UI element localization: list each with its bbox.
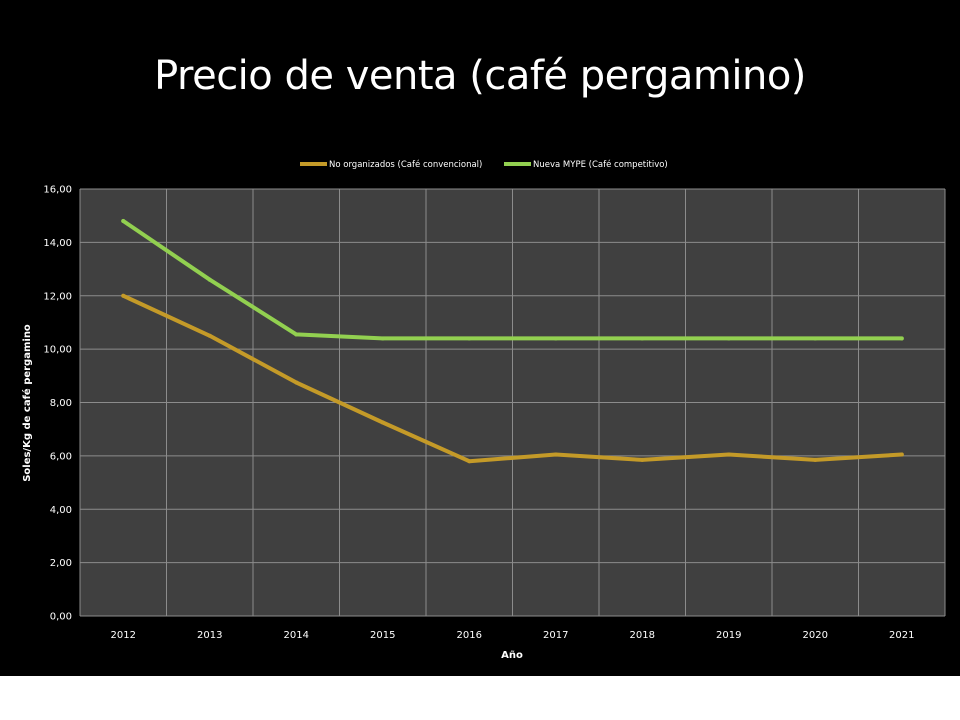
- y-tick-label: 4,00: [50, 505, 72, 516]
- y-axis-title: Soles/Kg de café pergamino: [21, 324, 33, 482]
- data-point: [899, 452, 904, 457]
- x-tick-label: 2017: [543, 630, 568, 641]
- data-point: [726, 452, 731, 457]
- x-tick-labels: 2012 2013 2014 2015 2016 2017 2018 2019 2020 2021: [111, 630, 915, 641]
- y-tick-label: 6,00: [50, 451, 72, 462]
- data-point: [553, 336, 558, 341]
- series-lines: [121, 219, 904, 464]
- data-point: [640, 336, 645, 341]
- legend: No organizados (Café convencional) Nueva…: [300, 159, 668, 170]
- x-axis-title: Año: [501, 650, 523, 661]
- series-line-1: [121, 293, 904, 464]
- y-tick-labels: 0,00 2,00 4,00 6,00 8,00 10,00 12,00 14,00 16,00: [43, 185, 72, 623]
- y-tick-label: 14,00: [43, 238, 72, 249]
- slide: Precio de venta (café pergamino) 0,00 2,0…: [0, 0, 960, 676]
- x-tick-label: 2021: [889, 630, 914, 641]
- data-point: [294, 380, 299, 385]
- line-chart: 0,00 2,00 4,00 6,00 8,00 10,00 12,00 14,00 16,00…: [21, 159, 946, 661]
- data-point: [121, 293, 126, 298]
- x-tick-label: 2014: [284, 630, 309, 641]
- data-point: [467, 336, 472, 341]
- y-tick-label: 16,00: [43, 185, 72, 196]
- gridlines: [79, 188, 946, 617]
- data-point: [380, 336, 385, 341]
- data-point: [380, 420, 385, 425]
- x-tick-label: 2018: [630, 630, 655, 641]
- data-point: [121, 219, 126, 224]
- legend-label-series-2: Nueva MYPE (Café competitivo): [533, 159, 668, 170]
- legend-label-series-1: No organizados (Café convencional): [329, 159, 482, 170]
- data-point: [467, 459, 472, 464]
- slide-title: Precio de venta (café pergamino): [154, 53, 806, 99]
- data-point: [207, 277, 212, 282]
- y-tick-label: 10,00: [43, 345, 72, 356]
- data-point: [640, 457, 645, 462]
- y-tick-label: 8,00: [50, 398, 72, 409]
- data-point: [553, 452, 558, 457]
- y-tick-label: 12,00: [43, 291, 72, 302]
- x-tick-label: 2019: [716, 630, 741, 641]
- y-tick-label: 2,00: [50, 558, 72, 569]
- y-tick-label: 0,00: [50, 612, 72, 623]
- data-point: [899, 336, 904, 341]
- x-tick-label: 2012: [111, 630, 136, 641]
- series-line-2: [121, 219, 904, 341]
- data-point: [813, 336, 818, 341]
- x-tick-label: 2020: [803, 630, 828, 641]
- data-point: [813, 457, 818, 462]
- x-tick-label: 2016: [457, 630, 482, 641]
- data-point: [294, 332, 299, 337]
- data-point: [207, 333, 212, 338]
- x-tick-label: 2015: [370, 630, 395, 641]
- data-point: [726, 336, 731, 341]
- x-tick-label: 2013: [197, 630, 222, 641]
